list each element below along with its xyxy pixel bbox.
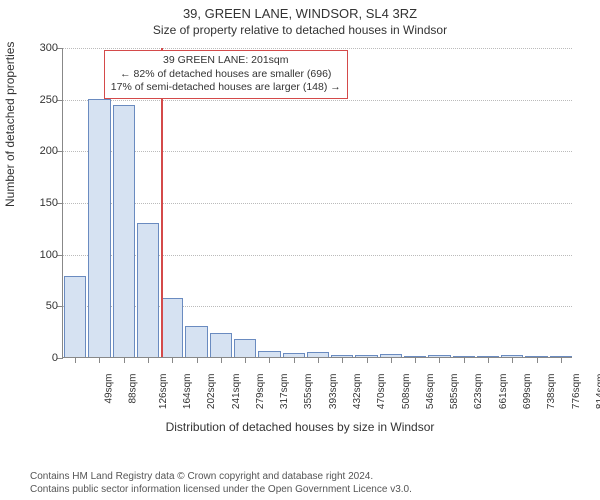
y-axis-title: Number of detached properties [3,42,17,207]
histogram-chart: Number of detached properties 0501001502… [0,40,600,438]
x-axis-title: Distribution of detached houses by size … [0,420,600,434]
y-tick-label: 250 [18,94,58,106]
grid-line [63,203,572,204]
annotation-line: 17% of semi-detached houses are larger (… [111,81,341,95]
histogram-bar [64,276,86,357]
x-tick-label: 546sqm [425,374,436,410]
annotation-line: ← 82% of detached houses are smaller (69… [111,68,341,82]
y-tick-label: 300 [18,42,58,54]
x-tick [488,357,489,363]
y-tick-label: 100 [18,249,58,261]
x-tick [221,357,222,363]
annotation-box: 39 GREEN LANE: 201sqm← 82% of detached h… [104,50,348,99]
histogram-bar [185,326,207,357]
x-tick-label: 317sqm [279,374,290,410]
x-tick-label: 88sqm [128,374,139,404]
footer-line-2: Contains public sector information licen… [30,483,600,496]
y-tick-label: 50 [18,300,58,312]
histogram-bar [210,333,232,357]
x-tick-label: 585sqm [449,374,460,410]
x-tick-label: 241sqm [231,374,242,410]
y-tick-label: 150 [18,197,58,209]
x-tick [464,357,465,363]
histogram-bar [113,105,135,357]
x-tick [75,357,76,363]
x-tick-label: 699sqm [522,374,533,410]
grid-line [63,151,572,152]
x-tick-label: 49sqm [104,374,115,404]
annotation-line: 39 GREEN LANE: 201sqm [111,54,341,68]
x-tick [367,357,368,363]
x-tick-label: 623sqm [474,374,485,410]
x-tick-label: 661sqm [498,374,509,410]
x-tick [439,357,440,363]
x-tick [172,357,173,363]
x-tick-label: 126sqm [158,374,169,410]
x-tick [124,357,125,363]
x-tick [512,357,513,363]
x-tick [415,357,416,363]
x-tick-label: 776sqm [571,374,582,410]
x-tick-label: 202sqm [206,374,217,410]
grid-line [63,100,572,101]
plot-area: 05010015020025030049sqm88sqm126sqm164sqm… [62,48,572,358]
x-tick-label: 470sqm [376,374,387,410]
histogram-bar [234,339,256,357]
x-tick-label: 164sqm [182,374,193,410]
page-subtitle: Size of property relative to detached ho… [0,21,600,37]
x-tick [391,357,392,363]
x-tick [148,357,149,363]
x-tick [99,357,100,363]
x-tick [294,357,295,363]
x-tick-label: 393sqm [328,374,339,410]
histogram-bar [161,298,183,357]
x-tick-label: 738sqm [546,374,557,410]
x-tick [342,357,343,363]
x-tick [537,357,538,363]
x-tick-label: 508sqm [401,374,412,410]
x-tick-label: 279sqm [255,374,266,410]
histogram-bar [137,223,159,357]
x-tick [245,357,246,363]
x-tick [197,357,198,363]
y-tick-label: 0 [18,352,58,364]
y-tick-label: 200 [18,145,58,157]
x-tick-label: 355sqm [304,374,315,410]
page-title: 39, GREEN LANE, WINDSOR, SL4 3RZ [0,0,600,21]
footer-attribution: Contains HM Land Registry data © Crown c… [0,470,600,496]
x-tick [269,357,270,363]
x-tick [561,357,562,363]
grid-line [63,48,572,49]
histogram-bar [88,99,110,357]
x-tick-label: 814sqm [595,374,600,410]
footer-line-1: Contains HM Land Registry data © Crown c… [30,470,600,483]
x-tick [318,357,319,363]
x-tick-label: 432sqm [352,374,363,410]
